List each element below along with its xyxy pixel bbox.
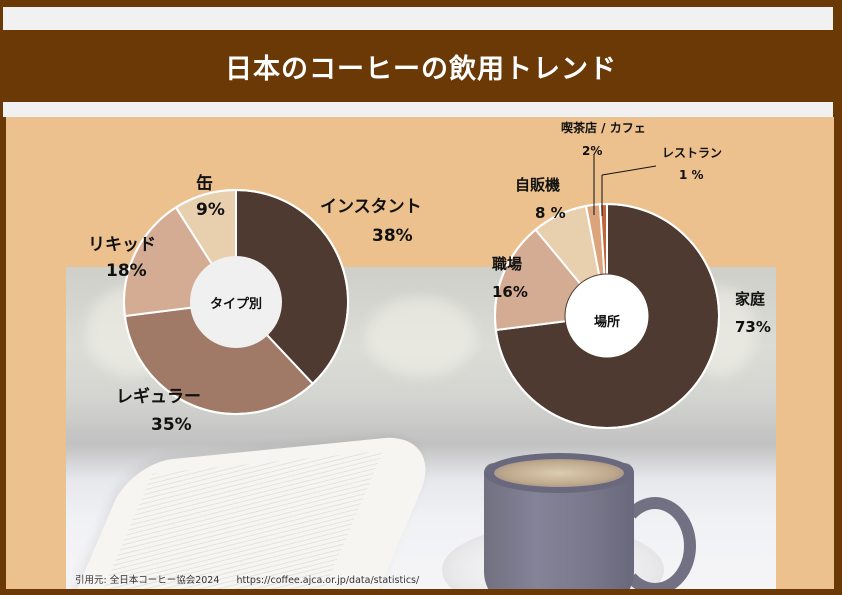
label-instant: インスタント	[320, 197, 422, 217]
donut-center-label-type: タイプ別	[209, 297, 262, 312]
citation-url: https://coffee.ajca.or.jp/data/statistic…	[236, 575, 420, 586]
label-workplace: 職場	[492, 255, 523, 273]
sub-strip	[3, 102, 833, 117]
label-regular: レギュラー	[116, 387, 201, 407]
label-restaurant: レストラン	[662, 146, 723, 160]
donut-center-label-place: 場所	[593, 315, 620, 330]
value-can: 9%	[196, 200, 225, 220]
label-cafe: 喫茶店 / カフェ	[561, 121, 646, 135]
label-home: 家庭	[735, 290, 766, 308]
donut-hole	[564, 273, 650, 359]
value-workplace: 16%	[492, 283, 528, 301]
donut-chart-type	[120, 186, 352, 418]
citation-source: 引用元: 全日本コーヒー協会2024	[75, 575, 220, 586]
value-regular: 35%	[151, 415, 192, 435]
value-vending: 8 %	[535, 204, 566, 222]
value-liquid: 18%	[106, 261, 147, 281]
value-cafe: 2%	[582, 144, 603, 158]
label-liquid: リキッド	[88, 235, 156, 255]
citation: 引用元: 全日本コーヒー協会2024 https://coffee.ajca.o…	[75, 572, 433, 586]
title-band: 日本のコーヒーの飲用トレンド	[0, 30, 842, 102]
value-home: 73%	[735, 318, 771, 336]
top-strip	[3, 7, 833, 30]
donut-chart-place	[491, 200, 723, 432]
label-can: 缶	[196, 174, 213, 194]
page-title: 日本のコーヒーの飲用トレンド	[225, 53, 617, 85]
donut-hole	[190, 256, 282, 348]
label-vending: 自販機	[515, 176, 561, 194]
value-restaurant: 1 %	[679, 168, 704, 182]
value-instant: 38%	[372, 226, 413, 246]
